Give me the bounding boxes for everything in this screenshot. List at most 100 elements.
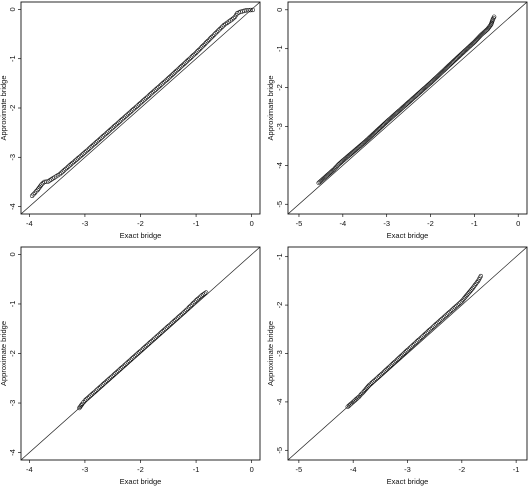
y-tick-label: -1 [8,301,17,308]
data-point [429,325,435,331]
data-point [164,325,170,330]
y-axis-title: Approximate bridge [266,75,275,140]
data-point [127,358,132,364]
data-point [72,158,78,163]
data-point [460,297,466,303]
data-point [181,61,187,66]
data-point [396,356,401,361]
data-point [404,349,409,354]
data-point [185,306,190,311]
data-point [334,164,339,170]
data-point [472,283,478,288]
data-point [189,54,195,59]
data-point [203,290,209,295]
data-point [383,368,388,373]
x-tick-label: -1 [471,219,478,228]
data-point [393,358,399,364]
data-point [131,107,136,112]
data-point [378,373,383,378]
data-point [364,386,369,391]
data-point [103,131,108,137]
data-point [86,394,92,400]
data-point [118,366,124,371]
data-point [97,384,103,390]
data-point [166,76,171,81]
data-point [149,91,154,96]
data-point [191,53,196,58]
data-point [154,333,160,339]
data-point [32,190,38,196]
data-point [467,289,472,295]
y-tick-label: -4 [8,449,17,456]
data-point [135,351,140,356]
data-point [78,153,83,159]
data-point [182,309,188,314]
data-point [85,147,90,153]
x-tick-label: 0 [516,219,520,228]
data-point [114,121,120,127]
data-point [474,280,480,285]
data-point [462,295,468,300]
data-point [156,84,161,90]
data-point [459,299,465,304]
data-point [372,377,378,383]
data-point [81,151,86,156]
data-point [206,37,212,43]
data-point [230,17,235,22]
data-point [437,318,443,323]
data-point [243,8,249,13]
data-point [188,55,193,60]
y-axis-title: Approximate bridge [266,321,275,386]
data-point [107,127,113,133]
data-point [367,382,372,388]
data-point [192,51,197,57]
data-point [38,183,43,188]
data-point [385,365,391,371]
data-point [128,109,133,114]
data-point [121,363,127,369]
data-point [175,315,181,320]
data-point [145,342,150,348]
data-point [97,136,103,142]
chart-panel-1: -4 -3 -2 -1 0 -4 -3 -2 -1 0 Exact bridge Approximat… [0,1,261,240]
data-point [109,374,114,380]
data-point [366,384,371,389]
data-point [114,369,120,375]
data-point [124,361,129,366]
data-point [141,98,146,103]
data-point [455,302,460,308]
y-tick-label: -2 [8,350,17,357]
data-point [348,402,353,407]
data-point [356,394,361,400]
data-point [380,370,386,376]
x-tick-label: -4 [339,219,346,228]
data-point [204,40,209,45]
data-point [469,287,474,292]
data-point [402,350,408,355]
data-point [120,364,125,370]
data-point [159,330,164,335]
data-point [250,7,255,13]
data-point [61,168,67,173]
data-point [446,311,451,316]
data-point [183,60,188,65]
data-point [174,68,179,74]
data-point [392,359,397,365]
data-point [242,8,247,14]
data-point [96,137,102,143]
data-point [138,100,143,106]
data-point [88,145,93,150]
data-point [95,139,100,144]
data-point [389,362,395,367]
data-point [422,331,428,337]
y-tick-label: -1 [275,45,284,52]
data-point [168,321,174,326]
y-axis-title: Approximate bridge [0,75,8,140]
data-point [82,398,88,403]
data-point [360,390,365,395]
y-tick-label: -4 [275,162,284,169]
data-point [448,308,454,314]
y-tick-label: -3 [8,154,17,161]
data-point [400,352,405,358]
